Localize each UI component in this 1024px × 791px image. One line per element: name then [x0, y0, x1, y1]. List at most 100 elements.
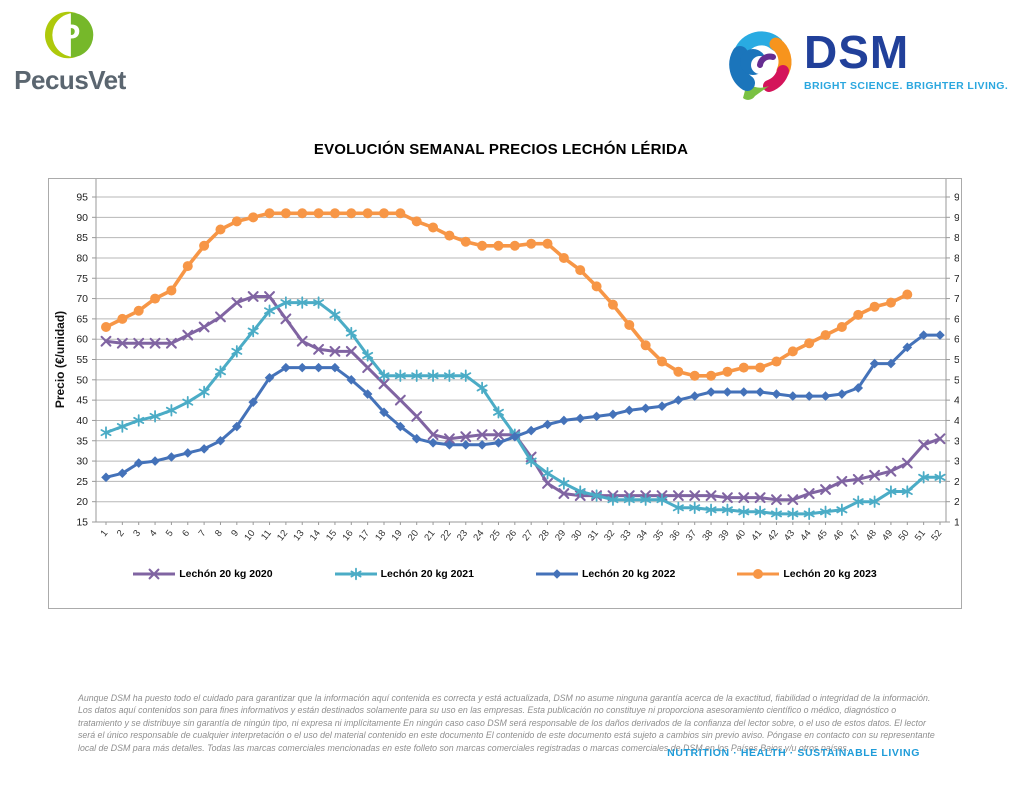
data-point — [706, 370, 717, 381]
data-point — [640, 403, 651, 414]
data-point — [280, 296, 292, 309]
data-point — [558, 488, 570, 500]
data-point — [705, 490, 717, 502]
data-point — [525, 454, 537, 468]
x-tick-label: 1 — [98, 528, 110, 539]
data-point — [248, 397, 258, 407]
x-tick-label: 4 — [148, 528, 160, 539]
gridlines — [92, 196, 950, 523]
data-point — [509, 240, 520, 251]
y-tick-label-left: 85 — [76, 232, 88, 244]
x-tick-label: 35 — [651, 528, 666, 543]
data-point — [215, 435, 226, 446]
data-point — [493, 437, 504, 448]
legend-label: Lechón 20 kg 2020 — [179, 568, 273, 580]
x-tick-label: 43 — [782, 528, 797, 543]
data-point — [918, 439, 930, 451]
x-tick-label: 7 — [197, 528, 209, 539]
data-point — [721, 492, 733, 504]
data-point — [558, 252, 569, 263]
data-point — [492, 406, 504, 419]
data-point — [574, 485, 586, 498]
data-point — [657, 401, 667, 412]
data-point — [640, 493, 652, 506]
chart-legend: Lechón 20 kg 2020 Lechón 20 kg 2021 Lechón… — [49, 567, 961, 581]
x-tick-label: 29 — [553, 528, 568, 543]
data-point — [787, 507, 799, 521]
data-point — [345, 345, 357, 357]
data-point — [722, 366, 733, 377]
data-point — [885, 485, 897, 498]
data-point — [232, 421, 242, 432]
data-point — [753, 569, 764, 579]
y-tick-label-right: 20 — [954, 496, 959, 508]
y-tick-label-right: 30 — [954, 456, 959, 468]
data-point — [199, 444, 209, 454]
data-point — [885, 297, 896, 308]
data-point — [918, 471, 930, 484]
legend-item: Lechón 20 kg 2020 — [133, 567, 273, 581]
data-point — [394, 394, 406, 406]
data-point — [689, 501, 701, 514]
data-point — [755, 362, 766, 373]
data-point — [591, 489, 603, 502]
data-point — [738, 362, 749, 373]
data-point — [559, 415, 569, 426]
data-point — [836, 503, 848, 517]
x-tick-label: 11 — [259, 528, 274, 543]
data-point — [313, 362, 324, 373]
data-point — [264, 291, 275, 302]
x-tick-label: 20 — [406, 528, 421, 543]
dsm-wordmark: DSM — [804, 26, 910, 78]
data-point — [117, 468, 128, 479]
y-tick-label-left: 80 — [76, 252, 88, 264]
legend-label: Lechón 20 kg 2021 — [380, 568, 474, 580]
data-point — [350, 567, 362, 581]
data-point — [836, 322, 847, 332]
data-point — [150, 293, 161, 304]
y-tick-label-right: 80 — [954, 252, 959, 264]
y-tick-label-right: 15 — [954, 517, 959, 529]
data-point — [640, 340, 651, 351]
data-point — [444, 440, 455, 450]
data-point — [477, 240, 488, 251]
y-tick-label-left: 90 — [76, 212, 88, 224]
data-point — [476, 429, 488, 441]
y-tick-label-left: 25 — [76, 476, 88, 488]
series-lechón-20-kg-2020 — [100, 291, 946, 506]
data-point — [607, 493, 619, 506]
legend-label: Lechón 20 kg 2023 — [783, 568, 877, 580]
data-point — [836, 475, 848, 487]
data-point — [935, 330, 945, 340]
x-tick-label: 19 — [390, 528, 405, 543]
data-point — [428, 222, 439, 233]
y-axis-labels: 15 15 20 20 25 25 30 30 35 35 40 40 45 45 50 50 55 55 60 60… — [76, 192, 959, 529]
data-point — [346, 208, 357, 219]
data-point — [149, 337, 161, 349]
x-tick-label: 12 — [275, 528, 290, 543]
x-tick-label: 47 — [847, 528, 862, 543]
data-point — [296, 296, 308, 309]
data-point — [689, 391, 700, 401]
data-point — [329, 345, 341, 357]
data-point — [787, 494, 799, 506]
x-tick-label: 5 — [164, 528, 176, 539]
data-point — [689, 490, 701, 502]
x-tick-label: 13 — [291, 528, 306, 543]
data-point — [493, 429, 504, 441]
data-point — [820, 391, 831, 401]
data-point — [853, 383, 864, 393]
data-point — [313, 296, 325, 309]
y-tick-label-right: 75 — [954, 273, 959, 285]
x-tick-label: 15 — [324, 528, 339, 543]
data-point — [101, 322, 111, 332]
data-point — [803, 507, 815, 521]
data-point — [738, 505, 750, 519]
data-point — [198, 321, 210, 333]
data-point — [853, 309, 864, 320]
data-point — [165, 337, 177, 349]
x-tick-label: 42 — [766, 528, 781, 543]
legend-item: Lechón 20 kg 2022 — [536, 567, 675, 581]
data-point — [902, 342, 913, 353]
data-point — [788, 391, 798, 401]
